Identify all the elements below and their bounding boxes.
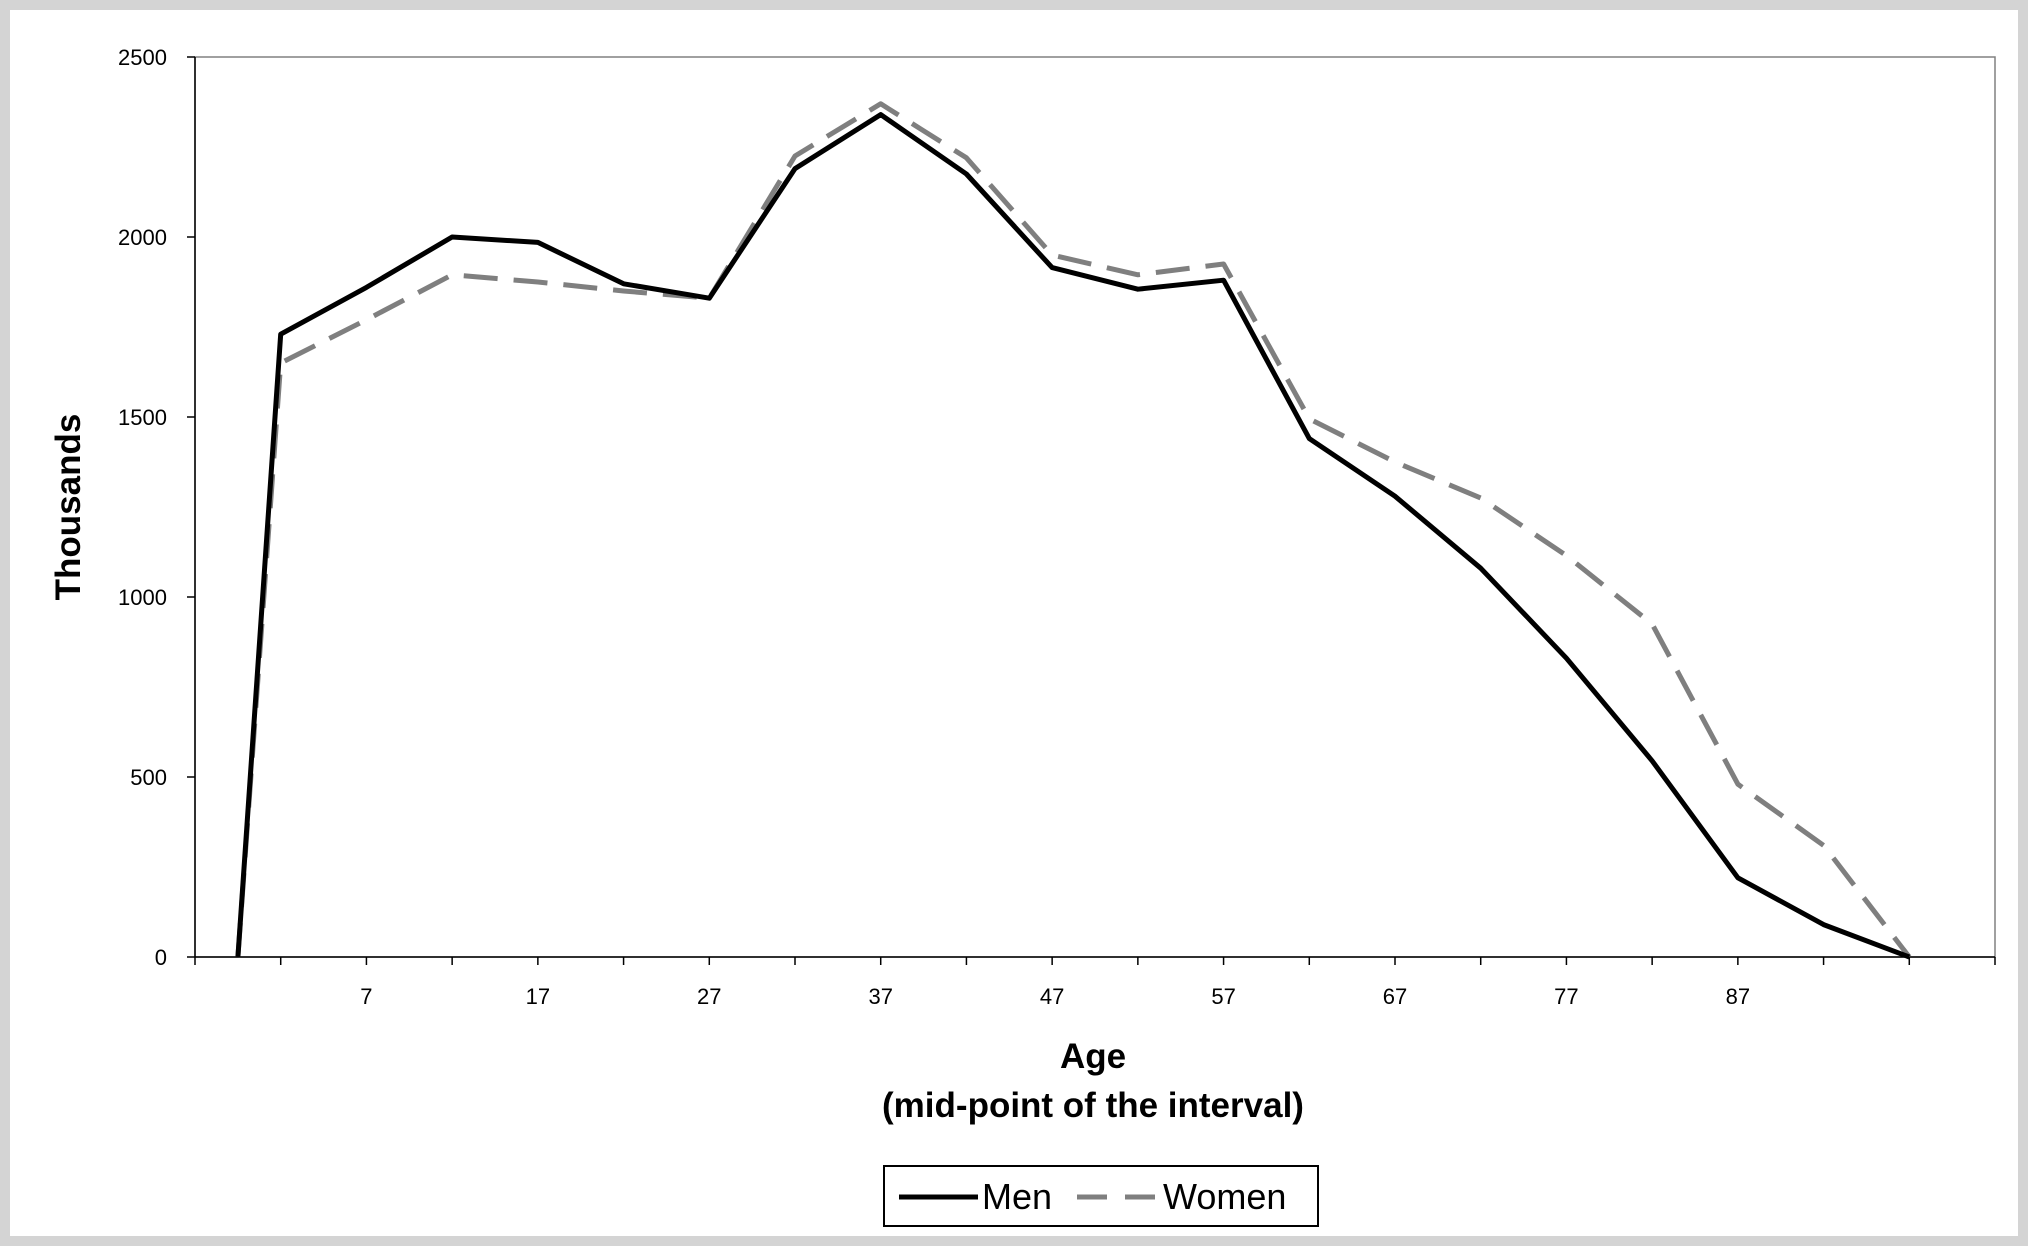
legend: Men Women — [883, 1165, 1319, 1227]
y-tick-label: 1500 — [118, 405, 167, 430]
legend-label-men: Men — [982, 1176, 1052, 1217]
series-layer — [235, 101, 1912, 960]
x-tick-label: 57 — [1211, 984, 1235, 1009]
x-tick-label: 47 — [1040, 984, 1064, 1009]
y-tick-label: 1000 — [118, 585, 167, 610]
x-tick-label: 17 — [526, 984, 550, 1009]
series-line-women — [235, 101, 1912, 959]
x-tick-label: 37 — [868, 984, 892, 1009]
y-tick-label: 0 — [155, 945, 167, 970]
x-tick-label: 87 — [1726, 984, 1750, 1009]
y-tick-label: 2000 — [118, 225, 167, 250]
x-axis: 7 17 27 37 47 57 67 77 87 — [194, 956, 1996, 1009]
series-line-men — [235, 112, 1911, 960]
x-tick-label: 77 — [1554, 984, 1578, 1009]
legend-label-women: Women — [1163, 1176, 1286, 1217]
y-axis-title: Thousands — [49, 414, 88, 601]
x-tick-label: 27 — [697, 984, 721, 1009]
x-axis-title-line-1: Age — [1060, 1037, 1126, 1076]
x-axis-title-line-2: (mid-point of the interval) — [882, 1086, 1304, 1125]
plot-area — [194, 56, 1996, 958]
y-tick-label: 500 — [130, 765, 167, 790]
y-tick-label: 2500 — [118, 45, 167, 70]
y-axis: 0 500 1000 1500 2000 2500 — [118, 45, 196, 970]
x-tick-label: 7 — [360, 984, 372, 1009]
x-tick-label: 67 — [1383, 984, 1407, 1009]
